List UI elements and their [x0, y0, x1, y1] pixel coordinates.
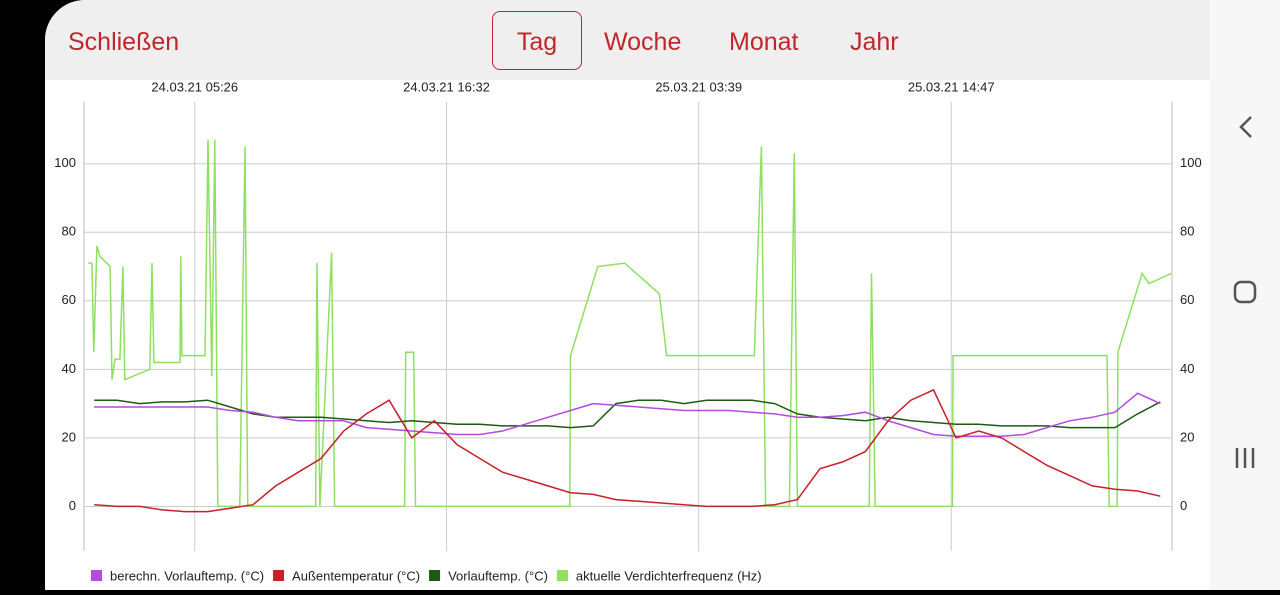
series-line — [88, 139, 1172, 508]
home-icon[interactable] — [1233, 280, 1257, 304]
y2-tick-label: 100 — [1180, 155, 1202, 170]
nav-icons — [1233, 116, 1257, 468]
recent-icon[interactable] — [1235, 448, 1255, 468]
y-tick-label: 80 — [62, 224, 76, 239]
y-tick-label: 40 — [62, 361, 76, 376]
x-tick-label: 25.03.21 14:47 — [908, 79, 995, 94]
y-tick-label: 60 — [62, 292, 76, 307]
y2-tick-label: 0 — [1180, 498, 1187, 513]
legend-label: Vorlauftemp. (°C) — [448, 568, 548, 583]
chart: 0 0 20 20 40 40 60 60 80 80 100 100 24.03.21 05:26 24… — [54, 79, 1202, 583]
series-line — [94, 399, 1161, 429]
x-tick-label: 24.03.21 16:32 — [403, 79, 490, 94]
tab-day[interactable]: Tag — [492, 11, 582, 70]
nav-bar — [1210, 0, 1280, 590]
y2-tick-label: 60 — [1180, 292, 1194, 307]
x-tick-label: 24.03.21 05:26 — [151, 79, 238, 94]
y-tick-label: 0 — [69, 498, 76, 513]
y-tick-label: 100 — [54, 155, 76, 170]
series-line — [94, 392, 1161, 437]
legend-label: aktuelle Verdichterfrequenz (Hz) — [576, 568, 762, 583]
legend-swatch — [556, 570, 568, 581]
back-icon[interactable] — [1239, 116, 1252, 138]
close-button[interactable]: Schließen — [68, 28, 180, 56]
legend-swatch — [273, 570, 285, 581]
header: Schließen Tag Woche Monat Jahr — [45, 0, 1210, 80]
y2-tick-label: 40 — [1180, 361, 1194, 376]
x-tick-label: 25.03.21 03:39 — [655, 79, 742, 94]
legend-label: Außentemperatur (°C) — [292, 568, 420, 583]
series-line — [94, 388, 1161, 513]
tab-month[interactable]: Monat — [729, 28, 799, 56]
y2-tick-label: 80 — [1180, 224, 1194, 239]
legend-label: berechn. Vorlauftemp. (°C) — [110, 568, 264, 583]
y-tick-label: 20 — [62, 429, 76, 444]
tab-week[interactable]: Woche — [604, 28, 682, 56]
screen: Schließen Tag Woche Monat Jahr — [45, 0, 1210, 590]
legend-swatch — [429, 570, 441, 581]
legend-swatch — [91, 570, 102, 581]
y2-tick-label: 20 — [1180, 429, 1194, 444]
tab-year[interactable]: Jahr — [850, 28, 899, 56]
